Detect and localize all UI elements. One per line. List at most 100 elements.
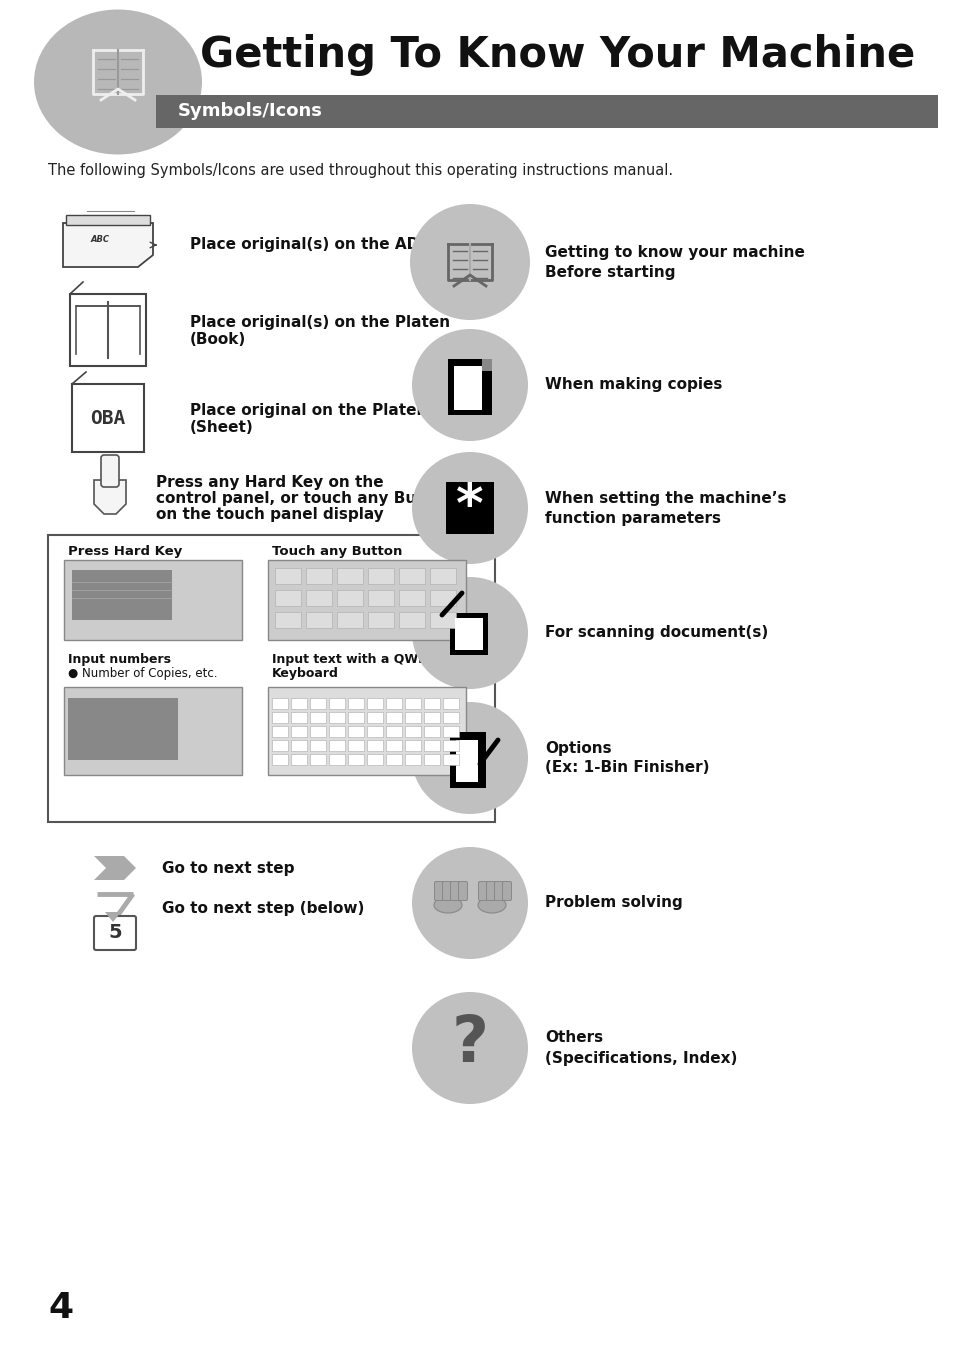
Ellipse shape [412, 577, 527, 689]
Ellipse shape [410, 204, 530, 320]
Text: control panel, or touch any Button: control panel, or touch any Button [156, 490, 452, 505]
FancyBboxPatch shape [450, 613, 488, 655]
Text: Symbols/Icons: Symbols/Icons [178, 101, 322, 120]
Text: For scanning document(s): For scanning document(s) [544, 626, 767, 640]
FancyBboxPatch shape [66, 215, 150, 226]
Text: When setting the machine’s: When setting the machine’s [544, 490, 785, 505]
Text: Place original on the Platen: Place original on the Platen [190, 403, 427, 417]
FancyBboxPatch shape [310, 725, 326, 738]
Text: 4: 4 [48, 1292, 73, 1325]
FancyBboxPatch shape [272, 712, 288, 723]
FancyBboxPatch shape [398, 590, 424, 607]
FancyBboxPatch shape [274, 612, 301, 628]
FancyBboxPatch shape [494, 881, 503, 901]
FancyBboxPatch shape [367, 725, 382, 738]
FancyBboxPatch shape [101, 455, 119, 486]
FancyBboxPatch shape [442, 740, 458, 751]
FancyBboxPatch shape [348, 754, 364, 765]
FancyBboxPatch shape [502, 881, 511, 901]
FancyBboxPatch shape [291, 698, 307, 709]
FancyBboxPatch shape [405, 712, 420, 723]
FancyBboxPatch shape [306, 590, 332, 607]
FancyBboxPatch shape [423, 698, 439, 709]
Polygon shape [94, 480, 126, 513]
FancyBboxPatch shape [291, 712, 307, 723]
Text: (Book): (Book) [190, 332, 246, 347]
FancyBboxPatch shape [367, 740, 382, 751]
Text: *: * [456, 481, 483, 534]
Ellipse shape [412, 847, 527, 959]
FancyBboxPatch shape [423, 754, 439, 765]
FancyBboxPatch shape [486, 881, 495, 901]
FancyBboxPatch shape [367, 712, 382, 723]
FancyBboxPatch shape [442, 725, 458, 738]
Text: Input text with a QWERTY: Input text with a QWERTY [272, 654, 453, 666]
FancyBboxPatch shape [398, 567, 424, 584]
FancyBboxPatch shape [94, 916, 136, 950]
FancyBboxPatch shape [430, 567, 456, 584]
FancyBboxPatch shape [386, 754, 401, 765]
FancyBboxPatch shape [310, 712, 326, 723]
Text: The following Symbols/Icons are used throughout this operating instructions manu: The following Symbols/Icons are used thr… [48, 162, 673, 177]
FancyBboxPatch shape [310, 698, 326, 709]
FancyBboxPatch shape [336, 612, 363, 628]
FancyBboxPatch shape [329, 725, 345, 738]
FancyBboxPatch shape [448, 359, 492, 415]
Text: Go to next step (below): Go to next step (below) [162, 901, 364, 916]
FancyBboxPatch shape [64, 688, 242, 775]
FancyBboxPatch shape [348, 712, 364, 723]
Polygon shape [481, 359, 492, 372]
FancyBboxPatch shape [156, 95, 937, 128]
Polygon shape [94, 857, 136, 880]
Text: ?: ? [451, 1013, 488, 1075]
FancyBboxPatch shape [272, 725, 288, 738]
FancyBboxPatch shape [430, 590, 456, 607]
FancyBboxPatch shape [367, 754, 382, 765]
FancyBboxPatch shape [455, 617, 482, 650]
Ellipse shape [412, 703, 527, 815]
Text: Others: Others [544, 1031, 602, 1046]
Text: Go to next step: Go to next step [162, 861, 294, 875]
FancyBboxPatch shape [348, 698, 364, 709]
FancyBboxPatch shape [268, 561, 465, 640]
FancyBboxPatch shape [442, 881, 451, 901]
FancyBboxPatch shape [336, 567, 363, 584]
Text: Options: Options [544, 740, 611, 755]
Text: Getting To Know Your Machine: Getting To Know Your Machine [200, 34, 914, 76]
FancyBboxPatch shape [430, 612, 456, 628]
FancyBboxPatch shape [446, 482, 494, 534]
FancyBboxPatch shape [368, 567, 394, 584]
Ellipse shape [412, 453, 527, 563]
FancyBboxPatch shape [329, 754, 345, 765]
Text: ABC: ABC [91, 235, 110, 245]
FancyBboxPatch shape [272, 754, 288, 765]
Text: Getting to know your machine: Getting to know your machine [544, 245, 804, 259]
Text: When making copies: When making copies [544, 377, 721, 393]
FancyBboxPatch shape [367, 698, 382, 709]
FancyBboxPatch shape [274, 590, 301, 607]
FancyBboxPatch shape [386, 740, 401, 751]
FancyBboxPatch shape [268, 688, 465, 775]
Ellipse shape [477, 897, 505, 913]
FancyBboxPatch shape [329, 698, 345, 709]
Ellipse shape [412, 992, 527, 1104]
FancyBboxPatch shape [423, 740, 439, 751]
FancyBboxPatch shape [423, 725, 439, 738]
Text: Before starting: Before starting [544, 265, 675, 280]
FancyBboxPatch shape [348, 740, 364, 751]
FancyBboxPatch shape [405, 740, 420, 751]
FancyBboxPatch shape [329, 712, 345, 723]
FancyBboxPatch shape [291, 754, 307, 765]
Text: Place original(s) on the ADF: Place original(s) on the ADF [190, 238, 429, 253]
FancyBboxPatch shape [70, 295, 146, 366]
Polygon shape [105, 912, 121, 921]
FancyBboxPatch shape [478, 881, 487, 901]
FancyBboxPatch shape [456, 740, 477, 782]
Ellipse shape [34, 9, 202, 154]
Text: Press any Hard Key on the: Press any Hard Key on the [156, 474, 383, 489]
Text: function parameters: function parameters [544, 511, 720, 526]
FancyBboxPatch shape [306, 567, 332, 584]
FancyBboxPatch shape [306, 612, 332, 628]
FancyBboxPatch shape [310, 740, 326, 751]
FancyBboxPatch shape [450, 881, 459, 901]
